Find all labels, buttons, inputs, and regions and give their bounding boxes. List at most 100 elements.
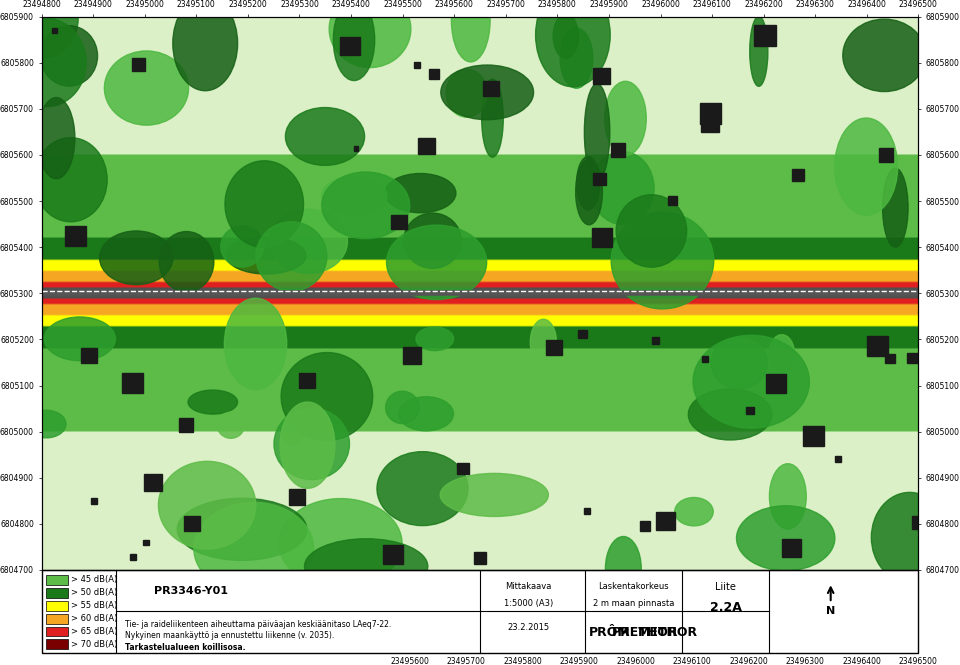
- Bar: [184, 516, 200, 531]
- Ellipse shape: [441, 473, 548, 517]
- Bar: [82, 348, 97, 362]
- Bar: [414, 63, 420, 68]
- Bar: [867, 336, 888, 356]
- Ellipse shape: [159, 231, 214, 292]
- Ellipse shape: [285, 108, 365, 166]
- Text: Nykyinen maankäyttö ja ennustettu liikenne (v. 2035).: Nykyinen maankäyttö ja ennustettu liiken…: [125, 631, 334, 640]
- Text: 23496200: 23496200: [730, 657, 768, 665]
- Bar: [755, 25, 776, 46]
- FancyBboxPatch shape: [46, 588, 68, 598]
- Ellipse shape: [281, 352, 372, 440]
- Text: Mittakaava: Mittakaava: [505, 582, 551, 591]
- Ellipse shape: [606, 537, 641, 601]
- Ellipse shape: [441, 65, 534, 120]
- FancyBboxPatch shape: [46, 600, 68, 610]
- Ellipse shape: [227, 237, 306, 274]
- Ellipse shape: [173, 0, 238, 90]
- Text: 2 m maan pinnasta: 2 m maan pinnasta: [592, 598, 674, 608]
- Bar: [130, 554, 136, 560]
- Ellipse shape: [274, 408, 349, 479]
- Ellipse shape: [560, 28, 593, 88]
- Ellipse shape: [270, 209, 348, 273]
- Ellipse shape: [530, 319, 557, 365]
- Text: 1:5000 (A3): 1:5000 (A3): [504, 598, 553, 608]
- Bar: [483, 81, 498, 96]
- Bar: [657, 512, 675, 530]
- Ellipse shape: [225, 298, 287, 390]
- Ellipse shape: [37, 98, 75, 179]
- Text: 23496500: 23496500: [899, 657, 938, 665]
- Ellipse shape: [416, 327, 453, 350]
- Text: > 50 dB(A): > 50 dB(A): [71, 589, 118, 597]
- Text: Laskentakorkeus: Laskentakorkeus: [598, 582, 669, 591]
- Bar: [403, 347, 421, 364]
- Ellipse shape: [304, 539, 428, 594]
- Bar: [611, 144, 625, 157]
- Text: > 55 dB(A): > 55 dB(A): [71, 601, 118, 610]
- Bar: [341, 37, 360, 55]
- Text: 23496100: 23496100: [673, 657, 711, 665]
- Bar: [429, 68, 440, 78]
- Ellipse shape: [377, 452, 468, 525]
- Ellipse shape: [711, 338, 767, 389]
- Text: PRÔMETHOR: PRÔMETHOR: [588, 626, 678, 638]
- FancyBboxPatch shape: [46, 640, 68, 649]
- Bar: [179, 418, 193, 432]
- Bar: [591, 227, 612, 247]
- Ellipse shape: [585, 84, 610, 181]
- Ellipse shape: [217, 412, 245, 438]
- Ellipse shape: [279, 499, 402, 589]
- Bar: [792, 169, 804, 181]
- Text: 23496400: 23496400: [843, 657, 881, 665]
- Ellipse shape: [322, 176, 387, 215]
- Ellipse shape: [693, 335, 809, 428]
- Ellipse shape: [387, 225, 487, 299]
- Text: 23495700: 23495700: [447, 657, 486, 665]
- Ellipse shape: [158, 462, 255, 549]
- Bar: [660, 519, 666, 525]
- Ellipse shape: [26, 410, 66, 438]
- Text: 23495900: 23495900: [560, 657, 599, 665]
- Ellipse shape: [843, 19, 925, 92]
- Ellipse shape: [280, 402, 335, 488]
- Bar: [668, 196, 678, 205]
- Ellipse shape: [329, 0, 411, 68]
- Ellipse shape: [386, 391, 419, 424]
- Ellipse shape: [7, 19, 86, 106]
- Ellipse shape: [188, 390, 237, 414]
- Bar: [912, 516, 926, 529]
- Bar: [885, 354, 895, 362]
- Ellipse shape: [675, 497, 713, 526]
- Ellipse shape: [482, 79, 503, 157]
- Bar: [702, 356, 708, 362]
- Ellipse shape: [577, 156, 600, 210]
- Ellipse shape: [616, 195, 686, 267]
- Bar: [701, 114, 719, 132]
- Bar: [144, 474, 162, 491]
- Bar: [353, 146, 358, 151]
- Ellipse shape: [769, 334, 795, 373]
- Ellipse shape: [403, 213, 462, 269]
- Bar: [804, 426, 825, 446]
- Bar: [546, 340, 562, 355]
- Ellipse shape: [774, 374, 865, 403]
- Bar: [289, 489, 305, 505]
- Ellipse shape: [40, 26, 98, 86]
- Bar: [383, 545, 403, 564]
- Ellipse shape: [736, 506, 835, 571]
- Text: 23.2.2015: 23.2.2015: [507, 623, 549, 632]
- Ellipse shape: [576, 159, 603, 225]
- FancyBboxPatch shape: [46, 575, 68, 585]
- Bar: [878, 148, 893, 162]
- Bar: [640, 521, 651, 531]
- Text: Tarkastelualueen koillisosa.: Tarkastelualueen koillisosa.: [125, 643, 246, 652]
- Ellipse shape: [256, 221, 326, 291]
- Ellipse shape: [688, 389, 772, 440]
- Bar: [782, 539, 801, 557]
- Ellipse shape: [553, 14, 579, 58]
- Ellipse shape: [105, 51, 188, 125]
- Ellipse shape: [194, 502, 314, 595]
- Bar: [391, 215, 406, 229]
- Text: N: N: [826, 606, 835, 616]
- Ellipse shape: [44, 317, 115, 360]
